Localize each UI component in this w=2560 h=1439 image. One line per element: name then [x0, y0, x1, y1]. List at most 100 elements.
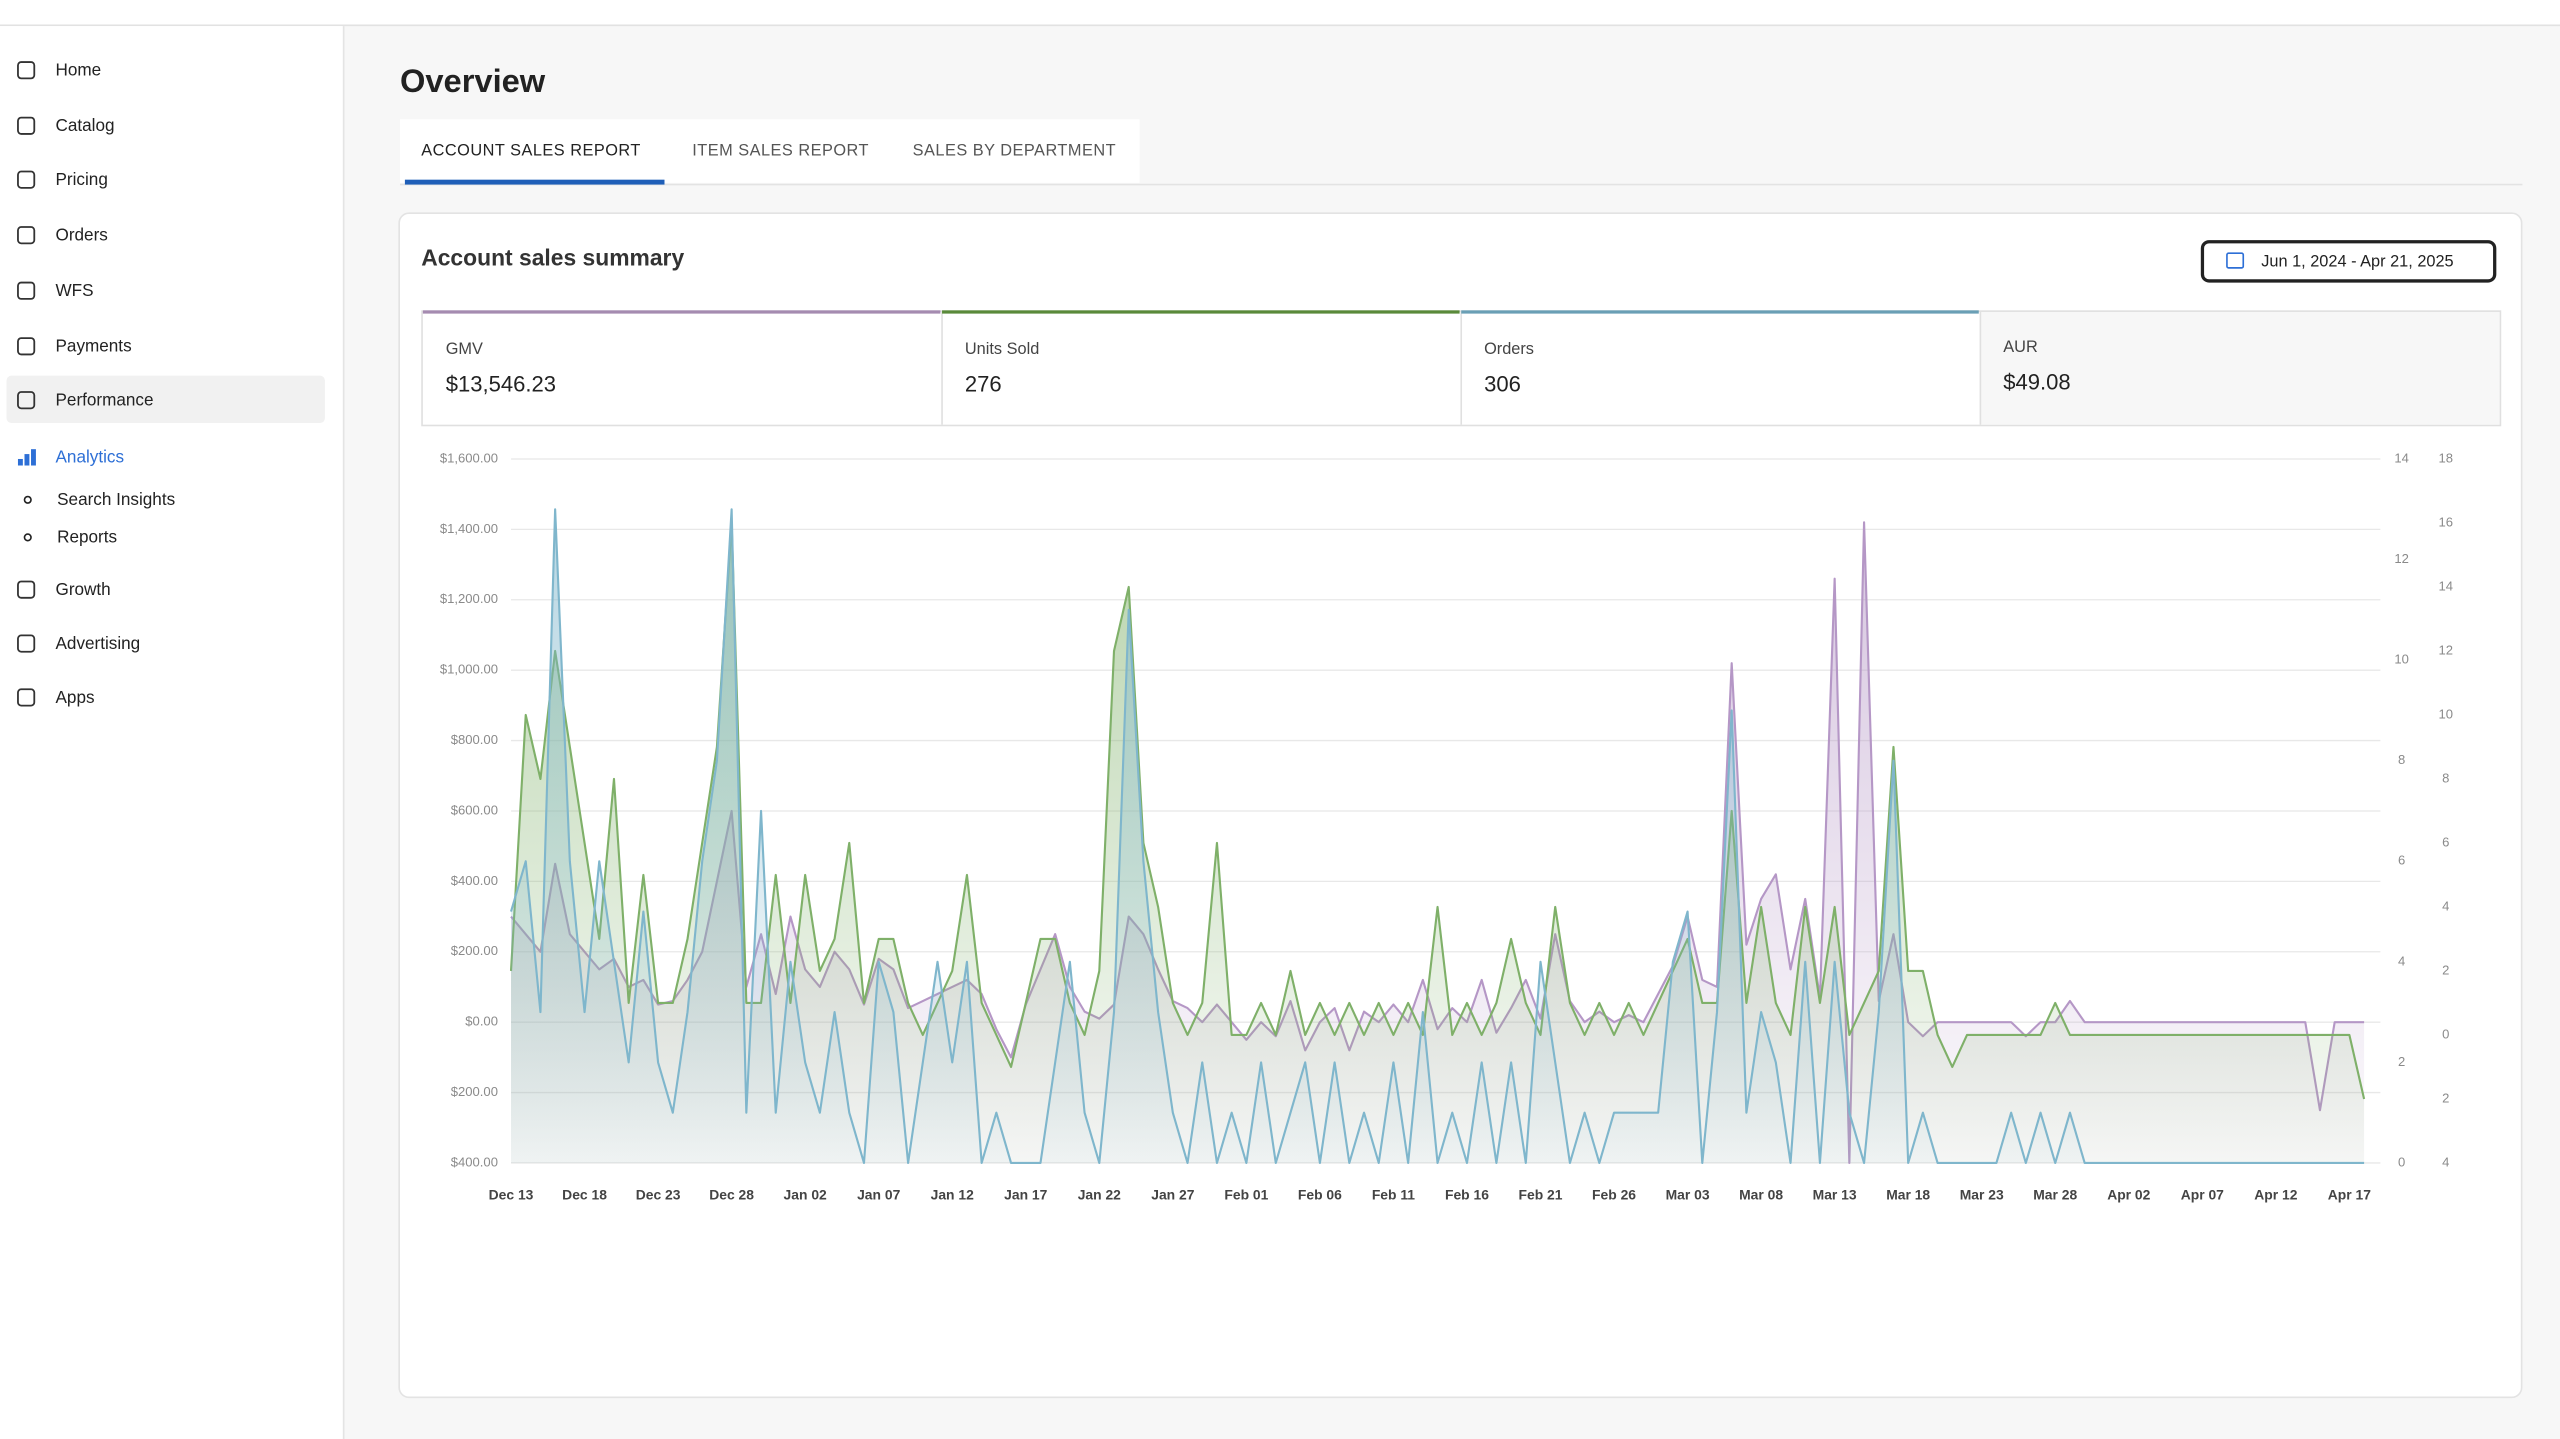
nav-label[interactable]: Apps [56, 687, 95, 707]
nav-label[interactable]: Orders [56, 225, 108, 245]
nav-bullet[interactable] [23, 533, 32, 542]
metric-value: 276 [965, 371, 1002, 396]
nav-subitem[interactable]: Search Insights [23, 489, 175, 509]
nav-label[interactable]: Performance [56, 390, 154, 410]
y-tick-label: 10 [2438, 706, 2453, 721]
y-tick-label: 10 [2394, 652, 2409, 667]
nav-label[interactable]: WFS [56, 280, 94, 300]
nav-label[interactable]: Advertising [56, 633, 141, 653]
nav-item[interactable]: Advertising [17, 633, 141, 653]
nav-icon[interactable] [17, 634, 36, 653]
x-tick-label: Dec 28 [709, 1186, 754, 1202]
nav-label[interactable]: Catalog [56, 115, 115, 135]
tab[interactable]: ACCOUNT SALES REPORT [421, 141, 641, 159]
nav-item[interactable]: Apps [17, 687, 95, 707]
y-tick-label: 2 [2442, 1090, 2449, 1105]
nav-icon[interactable] [17, 281, 36, 300]
nav-label[interactable]: Home [56, 60, 102, 80]
nav-icon[interactable] [17, 170, 36, 189]
y-tick-label: 14 [2438, 578, 2453, 593]
y-tick-label: $200.00 [451, 943, 498, 958]
nav-item[interactable]: Orders [17, 225, 108, 245]
series-line [509, 521, 2366, 1100]
y-tick-label: $1,000.00 [440, 662, 498, 677]
series-area [511, 509, 2365, 1163]
date-button-frame[interactable] [2200, 240, 2497, 283]
x-tick-label: Jan 22 [1078, 1186, 1121, 1202]
x-tick-label: Mar 08 [1739, 1186, 1783, 1202]
nav-item[interactable]: Home [17, 60, 102, 80]
nav-label[interactable]: Growth [56, 579, 111, 599]
x-tick-label: Dec 13 [489, 1186, 534, 1202]
y-tick-label: 4 [2442, 1154, 2449, 1169]
x-tick-label: Feb 16 [1445, 1186, 1489, 1202]
metric-accent [422, 310, 941, 314]
nav-icon[interactable] [17, 458, 23, 466]
nav-icon[interactable] [17, 337, 36, 356]
y-tick-label: 12 [2394, 551, 2409, 566]
nav-icon[interactable] [24, 454, 30, 466]
x-tick-label: Apr 07 [2181, 1186, 2224, 1202]
nav-item[interactable]: Catalog [17, 115, 115, 135]
x-tick-label: Mar 23 [1960, 1186, 2004, 1202]
nav-icon[interactable] [17, 391, 36, 410]
x-tick-label: Jan 17 [1004, 1186, 1047, 1202]
nav-label[interactable]: Payments [56, 336, 132, 356]
tab[interactable]: ITEM SALES REPORT [692, 141, 869, 159]
metric-label: AUR [2003, 338, 2038, 356]
series-line [510, 508, 2365, 1165]
y-tick-label: 4 [2442, 898, 2449, 913]
nav-item[interactable]: Performance [17, 390, 154, 410]
y-tick-label: 16 [2438, 514, 2453, 529]
y-tick-label: 6 [2398, 853, 2405, 868]
nav-bullet[interactable] [23, 495, 32, 504]
x-tick-label: Jan 02 [784, 1186, 827, 1202]
x-tick-label: Feb 06 [1298, 1186, 1342, 1202]
y-tick-label: 2 [2442, 962, 2449, 977]
y-tick-label: 0 [2442, 1026, 2449, 1041]
aur-cell [1980, 311, 2500, 425]
top-bar [0, 0, 2560, 25]
y-tick-label: $1,600.00 [440, 450, 498, 465]
nav-label[interactable]: Pricing [56, 169, 108, 189]
date-range[interactable]: Jun 1, 2024 - Apr 21, 2025 [2261, 252, 2453, 270]
x-tick-label: Feb 01 [1224, 1186, 1268, 1202]
date-range-button[interactable]: Jun 1, 2024 - Apr 21, 2025 [2200, 240, 2497, 283]
y-tick-label: 0 [2398, 1154, 2405, 1169]
x-tick-label: Mar 18 [1886, 1186, 1930, 1202]
nav-item[interactable]: Analytics [17, 447, 125, 467]
nav-icon[interactable] [31, 449, 36, 466]
nav-icon[interactable] [17, 688, 36, 707]
x-tick-label: Apr 12 [2254, 1186, 2297, 1202]
nav-item[interactable]: Pricing [17, 169, 108, 189]
x-tick-label: Jan 07 [857, 1186, 900, 1202]
sidebar [0, 26, 343, 1439]
x-tick-label: Mar 03 [1666, 1186, 1710, 1202]
x-tick-label: Feb 11 [1372, 1186, 1415, 1202]
metric-label: GMV [446, 340, 483, 358]
nav-sublabel[interactable]: Reports [57, 527, 117, 547]
y-tick-label: $1,200.00 [440, 591, 498, 606]
metric-value: $49.08 [2003, 370, 2070, 395]
nav-icon[interactable] [17, 226, 36, 245]
nav-icon[interactable] [17, 61, 36, 80]
y-tick-label: 12 [2438, 642, 2453, 657]
y-tick-label: $200.00 [451, 1084, 498, 1099]
nav-icon[interactable] [17, 580, 36, 599]
calendar-icon[interactable] [2226, 252, 2245, 269]
nav-label[interactable]: Analytics [56, 447, 125, 467]
nav-item[interactable]: Growth [17, 579, 111, 599]
tab-bar [400, 119, 1140, 183]
y-tick-label: $0.00 [465, 1014, 498, 1029]
nav-sublabel[interactable]: Search Insights [57, 489, 175, 509]
nav-item[interactable]: Payments [17, 336, 132, 356]
nav-item[interactable]: WFS [17, 280, 94, 300]
active-tab-indicator [404, 179, 665, 185]
x-tick-label: Dec 23 [636, 1186, 681, 1202]
nav-icon[interactable] [17, 116, 36, 135]
y-tick-label: 6 [2442, 834, 2449, 849]
nav-subitem[interactable]: Reports [23, 527, 117, 547]
tab[interactable]: SALES BY DEPARTMENT [913, 141, 1116, 159]
